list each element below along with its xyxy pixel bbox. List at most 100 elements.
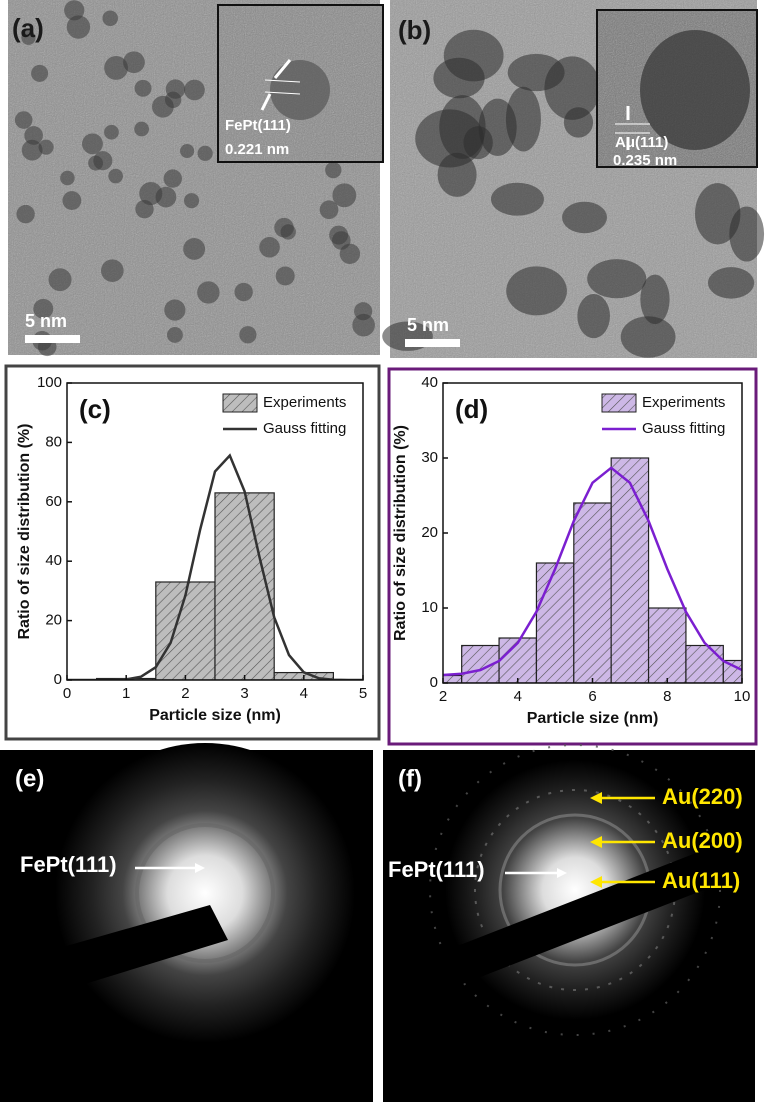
particle [544,56,601,120]
particle [166,326,183,343]
particle [694,183,741,245]
particle [104,124,119,140]
plot [443,457,742,683]
y-tick-label: 20 [421,524,438,541]
particle [139,182,163,206]
y-tick-label: 40 [45,552,62,569]
diffraction-f [383,744,755,1102]
particle [640,274,670,325]
legend-swatch [601,393,637,413]
inset-a [217,4,384,163]
particle [66,15,91,39]
y-tick-label: 80 [45,433,62,450]
x-tick-label: 3 [240,685,248,702]
x-tick-label: 8 [663,688,671,705]
legend-label: Gauss fitting [642,420,725,437]
bar [214,492,275,680]
x-axis-label: Particle size (nm) [149,707,281,724]
particle [239,326,257,344]
y-tick-label: 60 [45,493,62,510]
particle [60,170,75,186]
x-tick-label: 10 [734,688,751,705]
particle [234,282,253,302]
particle [164,299,186,321]
particle [164,91,182,108]
particle [352,313,375,337]
bar [573,502,612,683]
x-tick-label: 1 [122,685,130,702]
particle [708,267,755,299]
particle [104,56,129,80]
image-label: Au(220) [662,784,743,809]
particle [562,201,607,234]
particle [325,161,342,179]
bar [498,637,538,683]
particle [354,302,373,321]
particle [620,316,676,358]
particle [64,0,85,21]
particle [48,268,72,292]
x-tick-label: 2 [181,685,189,702]
y-tick-label: 40 [421,374,438,391]
particle [443,29,504,82]
bar [610,457,650,683]
x-axis-label: Particle size (nm) [527,710,659,727]
image-label: 5 nm [407,315,449,335]
particle [123,51,145,74]
particle [16,204,35,224]
particle [183,193,200,209]
particle [21,30,36,45]
particle [88,155,104,171]
y-axis-label: Ratio of size distribution (%) [392,425,409,641]
y-tick-label: 0 [54,671,62,688]
particle [180,143,195,159]
image-label: Au(111) [615,134,668,151]
legend-swatch [222,393,258,413]
image-label: Au(200) [662,828,743,853]
legend-label: Experiments [263,394,346,411]
image-label: (f) [398,765,422,792]
y-tick-label: 30 [421,449,438,466]
y-axis-label: Ratio of size distribution (%) [16,424,33,640]
particle [332,231,351,250]
particle [415,109,484,168]
image-label: FePt(111) [388,857,485,882]
image-label: 5 nm [25,311,67,331]
particle [33,298,54,319]
panel-label: (d) [455,394,488,424]
particle [134,79,152,97]
y-tick-label: 20 [45,612,62,629]
particle [14,111,33,129]
particle [102,10,118,27]
y-tick-label: 10 [421,599,438,616]
particle [197,281,220,304]
axes-frame [66,382,364,681]
particle [62,191,82,210]
y-tick-label: 100 [37,374,62,391]
particle [108,168,123,184]
particle [275,266,295,286]
scale-bar [25,335,80,343]
image-label: (e) [15,765,44,792]
particle [505,86,541,152]
particle [38,139,54,155]
diffraction-e [0,743,373,1102]
bar [647,607,687,683]
bar [685,644,724,683]
particle [184,79,205,101]
x-tick-label: 5 [359,685,367,702]
particle [31,64,49,82]
particle [259,236,280,258]
scale-bar [405,339,460,347]
fit-line [443,466,742,677]
particle [183,238,206,260]
image-label: FePt(111) [225,117,291,134]
particle [21,139,43,161]
y-tick-label: 0 [430,674,438,691]
image-label: Au(111) [662,868,740,893]
arrows [135,792,655,888]
particle [490,182,544,216]
image-label: FePt(111) [20,852,117,877]
legend-label: Gauss fitting [263,420,346,437]
